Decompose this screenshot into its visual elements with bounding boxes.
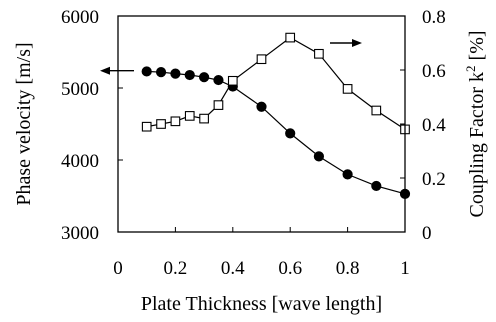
x-tick-label: 0.8	[336, 258, 360, 279]
data-point-circle	[313, 151, 324, 162]
y-right-tick-label: 0.4	[422, 115, 446, 136]
data-point-circle	[371, 180, 382, 192]
y-left-tick-label: 5000	[61, 79, 99, 100]
data-point-circle	[213, 74, 224, 86]
y-left-tick-label: 6000	[61, 7, 99, 28]
data-point-square	[314, 48, 324, 59]
axis-arrows	[100, 39, 362, 75]
data-point-circle	[285, 128, 296, 139]
series-line-left	[146, 70, 406, 195]
x-axis-title: Plate Thickness [wave length]	[141, 293, 382, 315]
data-point-square	[227, 75, 238, 86]
data-point-square	[213, 100, 224, 110]
data-point-circle	[141, 66, 152, 77]
data-point-square	[141, 121, 152, 132]
y-right-tick-label: 0.2	[422, 169, 446, 190]
data-point-circle	[170, 68, 181, 79]
data-point-circle	[155, 67, 167, 78]
data-point-square	[256, 54, 267, 65]
plot-frame	[117, 15, 406, 233]
y-left-axis-title: Phase velocity [m/s]	[13, 42, 35, 205]
y-right-tick-label: 0	[422, 223, 432, 244]
y-right-title-tail: [%]	[466, 30, 488, 65]
arrow-right-icon	[352, 39, 362, 47]
data-point-square	[371, 105, 382, 116]
data-point-circle	[256, 101, 267, 112]
data-point-square	[184, 111, 195, 121]
data-point-circle	[199, 72, 210, 83]
data-point-circle	[342, 169, 353, 180]
y-right-tick-label: 0.6	[422, 61, 446, 82]
x-tick-label: 0.6	[278, 258, 302, 279]
data-point-square	[170, 116, 181, 127]
y-right-title-main: Coupling Factor k	[466, 72, 488, 218]
data-point-square	[342, 84, 353, 94]
y-left-tick-label: 4000	[61, 151, 99, 172]
x-tick-label: 0	[113, 258, 123, 279]
series-markers	[141, 32, 411, 199]
arrow-left-icon	[100, 66, 110, 75]
x-tick-label: 0.4	[221, 258, 245, 279]
tick-labels: 0 0.2 0.4 0.6 0.8 1 3000 4000 5000 6000 0 0.2 0.4 0.6…	[61, 7, 446, 279]
y-right-title-superscript: 2	[463, 65, 478, 72]
data-point-square	[156, 119, 166, 129]
x-tick-label: 1	[400, 258, 410, 279]
y-right-tick-label: 0.8	[422, 7, 446, 28]
x-tick-label: 0.2	[164, 258, 188, 279]
data-point-circle	[184, 69, 195, 81]
data-point-square	[199, 113, 209, 124]
y-right-axis-title: Coupling Factor k2 [%]	[463, 30, 488, 217]
y-left-tick-label: 3000	[61, 223, 99, 244]
data-point-square	[285, 32, 296, 43]
